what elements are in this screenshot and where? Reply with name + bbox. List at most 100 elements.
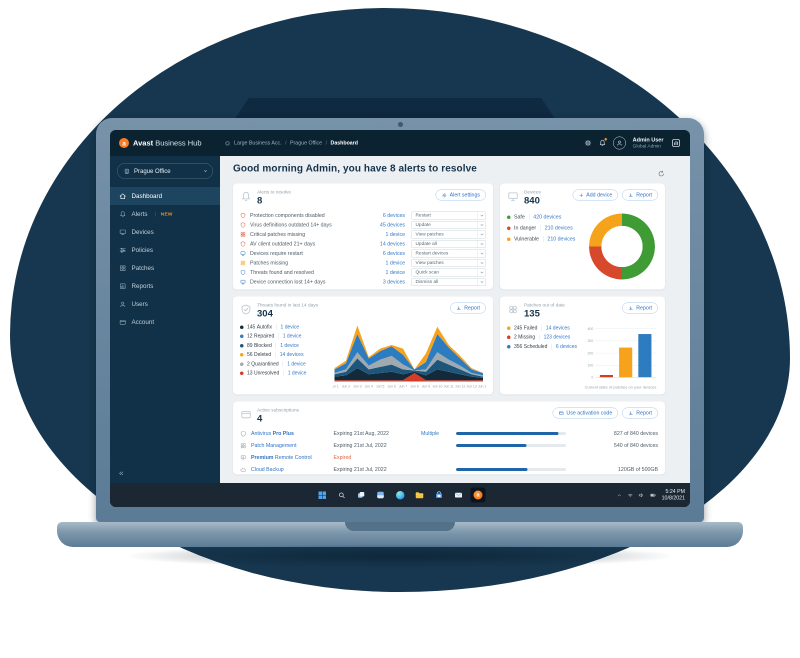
alert-action-select[interactable]: View patches xyxy=(411,258,486,267)
subscription-name-link[interactable]: Patch Management xyxy=(251,443,334,449)
volume-icon[interactable] xyxy=(638,492,645,499)
add-device-button[interactable]: Add device xyxy=(572,189,619,201)
legend-label: Autofix xyxy=(256,324,273,330)
patches-icon xyxy=(240,231,246,237)
legend-value-link[interactable]: 420 devices xyxy=(528,214,561,220)
threats-report-button[interactable]: Report xyxy=(450,302,486,314)
subscriptions-card: Active subscriptions 4 Use activation co… xyxy=(233,401,665,476)
alert-action-select[interactable]: Quick scan xyxy=(411,268,486,277)
devices-report-button[interactable]: Report xyxy=(622,189,658,201)
legend-count: 245 xyxy=(514,325,523,331)
card-icon xyxy=(240,409,252,421)
wifi-icon[interactable] xyxy=(627,492,634,499)
alert-row: Device connection lost 14+ days 3 devices… xyxy=(240,277,486,287)
widgets-icon[interactable] xyxy=(373,488,388,503)
sidebar-item-users[interactable]: Users xyxy=(110,295,220,313)
alert-devices-link[interactable]: 1 device xyxy=(385,231,405,238)
legend-value-link[interactable]: 210 devices xyxy=(540,225,573,231)
legend-devices-link[interactable]: 6 devices xyxy=(551,343,577,350)
app-launcher-icon[interactable] xyxy=(671,138,681,148)
alert-action-select[interactable]: View patches xyxy=(411,230,486,239)
notifications-bell-icon[interactable] xyxy=(599,137,608,147)
alert-label: Virus definitions outdated 14+ days xyxy=(250,221,332,228)
legend-devices-link[interactable]: 1 device xyxy=(282,361,306,367)
sidebar-item-devices[interactable]: Devices xyxy=(110,223,220,241)
mail-icon[interactable] xyxy=(451,488,466,503)
sidebar-item-reports[interactable]: Reports xyxy=(110,277,220,295)
alert-devices-link[interactable]: 1 device xyxy=(385,259,405,266)
subscription-expiry: Expiring 21st Jul, 2022 xyxy=(333,442,387,449)
taskbar-clock[interactable]: 5:24 PM 10/8/2021 xyxy=(662,488,685,501)
alert-action-select[interactable]: Restart devices xyxy=(411,249,486,258)
start-button[interactable] xyxy=(315,488,330,503)
subscription-name-link[interactable]: Premium Remote Control xyxy=(251,455,334,461)
chevron-down-icon xyxy=(477,230,486,238)
alert-action-select[interactable]: Restart xyxy=(411,211,486,220)
sidebar-item-dashboard[interactable]: Dashboard xyxy=(110,187,220,205)
org-selector[interactable]: Prague Office xyxy=(117,163,213,179)
user-meta[interactable]: Admin User Global Admin xyxy=(633,137,664,149)
patches-count: 135 xyxy=(524,308,540,320)
sidebar-item-patches[interactable]: Patches xyxy=(110,259,220,277)
taskbar-search-icon[interactable] xyxy=(334,488,349,503)
usage-progress-fill xyxy=(456,468,528,471)
legend-label: Scheduled xyxy=(523,343,548,350)
user-icon xyxy=(119,300,127,308)
alert-action-label: Update xyxy=(415,222,431,228)
legend-devices-link[interactable]: 14 devices xyxy=(541,325,570,331)
subscription-name-link[interactable]: Cloud Backup xyxy=(251,467,334,473)
alert-label: Patches missing xyxy=(250,259,289,266)
alert-devices-link[interactable]: 3 devices xyxy=(382,278,405,285)
breadcrumb-item-account[interactable]: Large Business Acc. xyxy=(234,140,282,146)
alert-action-select[interactable]: Update xyxy=(411,220,486,229)
file-explorer-icon[interactable] xyxy=(412,488,427,503)
task-view-icon[interactable] xyxy=(354,488,369,503)
sidebar-collapse-button[interactable]: « xyxy=(119,469,124,478)
tray-chevron-up-icon[interactable] xyxy=(616,492,623,499)
battery-icon[interactable] xyxy=(649,492,657,499)
alert-action-select[interactable]: Update all xyxy=(411,239,486,248)
legend-value-link[interactable]: 210 devices xyxy=(542,236,575,242)
alert-row: Devices require restart 6 devices Restart … xyxy=(240,249,486,259)
patches-report-button[interactable]: Report xyxy=(622,302,658,314)
sidebar-item-label: Policies xyxy=(131,246,154,254)
alert-action-select[interactable]: Dismiss all xyxy=(411,277,486,286)
card-title: Alerts to resolve xyxy=(257,189,292,196)
legend-dot xyxy=(507,326,511,330)
taskbar-date: 10/8/2021 xyxy=(661,495,685,501)
multiple-link[interactable]: Multiple xyxy=(421,430,440,437)
breadcrumb-item-site[interactable]: Prague Office xyxy=(290,140,323,146)
svg-text:300: 300 xyxy=(587,339,593,343)
legend-item: 245 Failed 14 devices xyxy=(507,324,583,333)
avatar[interactable] xyxy=(613,136,627,150)
use-activation-code-button[interactable]: Use activation code xyxy=(552,407,619,419)
subscriptions-report-button[interactable]: Report xyxy=(622,407,658,419)
windows-logo-icon xyxy=(318,491,326,499)
settings-gear-icon[interactable] xyxy=(584,139,592,147)
avast-taskbar-icon[interactable]: a xyxy=(470,487,486,503)
subscriptions-list: Antivirus Pro Plus Expiring 21st Aug, 20… xyxy=(240,428,658,476)
refresh-icon[interactable] xyxy=(658,170,666,178)
button-label: Report xyxy=(636,410,652,416)
legend-devices-link[interactable]: 14 devices xyxy=(275,352,304,358)
store-icon[interactable] xyxy=(432,488,447,503)
sidebar-item-policies[interactable]: Policies xyxy=(110,241,220,259)
legend-devices-link[interactable]: 1 device xyxy=(278,333,301,340)
edge-icon[interactable] xyxy=(393,488,408,503)
brand-name: Avast xyxy=(133,138,154,148)
alert-label: Threats found and resolved xyxy=(250,269,314,276)
subscription-name-link[interactable]: Antivirus Pro Plus xyxy=(251,431,334,437)
legend-devices-link[interactable]: 1 device xyxy=(276,324,299,330)
alert-settings-button[interactable]: Alert settings xyxy=(435,189,486,201)
legend-devices-link[interactable]: 1 device xyxy=(275,342,299,349)
alert-devices-link[interactable]: 1 device xyxy=(385,269,405,276)
alert-devices-link[interactable]: 14 devices xyxy=(379,240,405,247)
sidebar-item-alerts[interactable]: Alerts | NEW xyxy=(110,205,220,223)
breadcrumb-item-current[interactable]: Dashboard xyxy=(330,140,358,146)
alert-devices-link[interactable]: 45 devices xyxy=(379,221,405,228)
alert-devices-link[interactable]: 6 devices xyxy=(382,250,405,257)
legend-devices-link[interactable]: 123 devices xyxy=(539,334,570,341)
sidebar-item-account[interactable]: Account xyxy=(110,313,220,331)
legend-devices-link[interactable]: 1 device xyxy=(283,370,306,377)
alert-devices-link[interactable]: 6 devices xyxy=(382,212,405,219)
